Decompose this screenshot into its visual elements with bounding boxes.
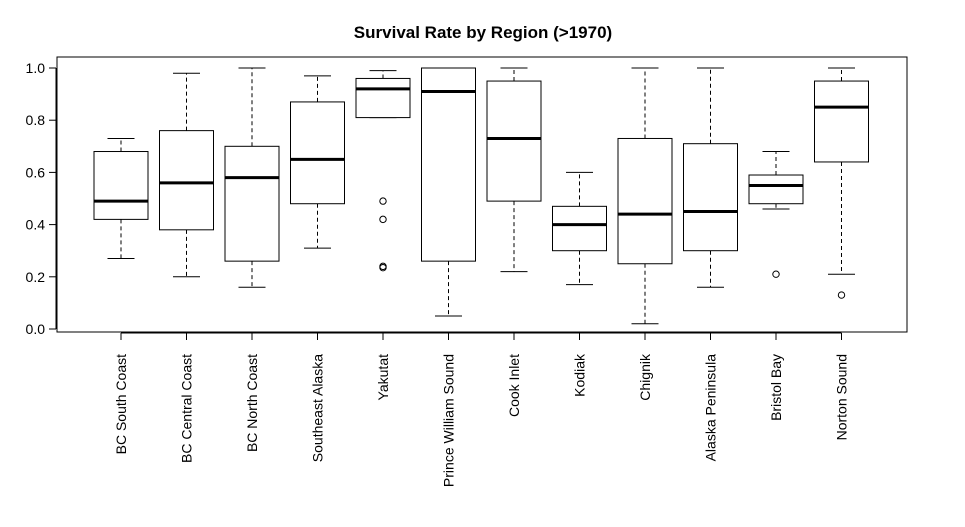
box-3: [224, 67, 280, 288]
x-tick-label: BC Central Coast: [179, 354, 195, 463]
outlier-point: [379, 197, 387, 205]
boxes-group: [93, 67, 869, 325]
outlier-point: [379, 263, 387, 272]
box-1: [93, 137, 149, 260]
box-12: [814, 67, 869, 299]
iqr-box: [814, 80, 869, 163]
y-tick-label: 0.2: [26, 269, 46, 285]
x-tick-label: Alaska Peninsula: [703, 354, 719, 462]
box-5: [355, 70, 411, 272]
chart-title: Survival Rate by Region (>1970): [354, 23, 612, 42]
iqr-box: [617, 137, 673, 265]
x-tick-label: Kodiak: [572, 353, 588, 397]
y-tick-label: 0.0: [26, 321, 46, 337]
x-tick-label: BC South Coast: [113, 354, 129, 454]
iqr-box: [683, 143, 738, 252]
box-4: [290, 75, 345, 249]
y-tick-label: 1.0: [26, 60, 46, 76]
iqr-box: [290, 101, 345, 205]
iqr-box: [486, 80, 542, 202]
x-tick-label: Cook Inlet: [506, 354, 522, 417]
box-8: [552, 171, 607, 286]
x-tick-label: Yakutat: [375, 354, 391, 401]
x-tick-label: Southeast Alaska: [310, 354, 326, 462]
x-tick-label: Prince William Sound: [441, 354, 457, 487]
plot-frame: [56, 56, 908, 333]
iqr-box: [748, 174, 804, 205]
iqr-box: [159, 130, 214, 231]
outlier-point: [837, 291, 846, 299]
x-axis: BC South Coast BC Central Coast BC North C…: [113, 332, 850, 487]
iqr-box: [355, 77, 411, 119]
outlier-point: [379, 215, 387, 224]
box-2: [159, 72, 214, 278]
box-9: [617, 67, 673, 325]
x-tick-label: Bristol Bay: [768, 354, 784, 421]
box-7: [486, 67, 542, 273]
y-axis: 0.0 0.2 0.4 0.6 0.8 1.0: [26, 60, 57, 337]
x-tick-label: BC North Coast: [244, 354, 260, 452]
iqr-box: [421, 67, 476, 262]
box-10: [683, 67, 738, 288]
y-tick-label: 0.8: [26, 112, 46, 128]
iqr-box: [93, 151, 149, 220]
iqr-box: [224, 145, 280, 262]
outlier-point: [772, 270, 780, 278]
x-tick-label: Chignik: [637, 353, 653, 401]
box-11: [748, 151, 804, 278]
y-tick-label: 0.6: [26, 164, 46, 180]
iqr-box: [552, 205, 607, 252]
y-tick-label: 0.4: [26, 217, 46, 233]
x-tick-label: Norton Sound: [834, 354, 850, 440]
box-6: [421, 67, 476, 317]
